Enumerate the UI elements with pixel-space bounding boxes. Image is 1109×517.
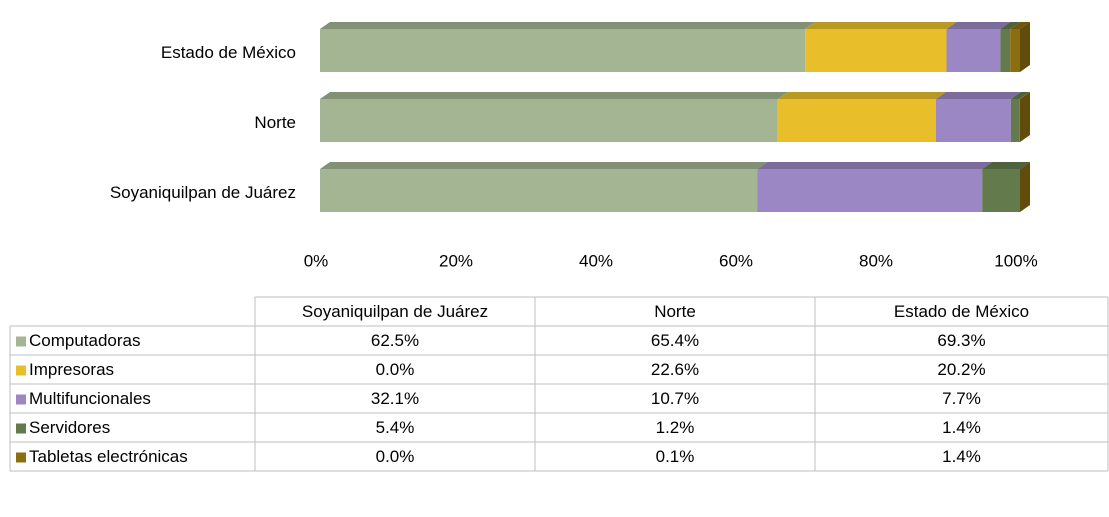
bar-top: [320, 22, 816, 29]
bar-side: [1020, 162, 1030, 212]
table-cell: 69.3%: [937, 331, 985, 350]
table-cell: 0.1%: [656, 447, 695, 466]
table-cell: 1.2%: [656, 418, 695, 437]
bar-segment: [320, 99, 778, 142]
bar-segment: [946, 29, 1001, 72]
bar-segment: [982, 169, 1020, 212]
table-cell: 22.6%: [651, 360, 699, 379]
bar-top: [757, 162, 993, 169]
table-cell: 62.5%: [371, 331, 419, 350]
legend-key: [16, 394, 26, 405]
legend-key: [16, 336, 26, 347]
legend-label: Servidores: [29, 418, 110, 437]
table-cell: 65.4%: [651, 331, 699, 350]
y-tick-label: Estado de México: [161, 43, 296, 62]
bar-segment: [1000, 29, 1011, 72]
table-cell: 5.4%: [376, 418, 415, 437]
bar-top: [320, 92, 788, 99]
bar-side: [1020, 22, 1030, 72]
y-tick-label: Soyaniquilpan de Juárez: [110, 183, 296, 202]
bar-top: [946, 22, 1011, 29]
table-header: Norte: [654, 302, 696, 321]
legend-key: [16, 423, 26, 434]
bar-segment: [777, 99, 936, 142]
table-cell: 10.7%: [651, 389, 699, 408]
legend-label: Impresoras: [29, 360, 114, 379]
x-tick-label: 0%: [304, 251, 329, 270]
table-header: Soyaniquilpan de Juárez: [302, 302, 488, 321]
table-cell: 32.1%: [371, 389, 419, 408]
bar-segment: [320, 169, 758, 212]
bar-top: [936, 92, 1021, 99]
table-cell: 7.7%: [942, 389, 981, 408]
bar-side: [1020, 92, 1030, 142]
bar-segment: [1019, 99, 1020, 142]
bar-top: [1000, 22, 1021, 29]
legend-key: [16, 365, 26, 376]
table-header: Estado de México: [894, 302, 1029, 321]
legend-label: Computadoras: [29, 331, 141, 350]
bar-top: [777, 92, 946, 99]
table-cell: 20.2%: [937, 360, 985, 379]
x-tick-label: 80%: [859, 251, 893, 270]
bar-segment: [1010, 99, 1020, 142]
legend-label: Multifuncionales: [29, 389, 151, 408]
x-tick-label: 100%: [994, 251, 1037, 270]
table-cell: 0.0%: [376, 360, 415, 379]
legend-label: Tabletas electrónicas: [29, 447, 188, 466]
bar-segment: [1010, 29, 1020, 72]
bar-top: [1010, 92, 1030, 99]
x-tick-label: 60%: [719, 251, 753, 270]
legend-key: [16, 452, 26, 463]
table-cell: 1.4%: [942, 447, 981, 466]
table-cell: 1.4%: [942, 418, 981, 437]
y-tick-label: Norte: [254, 113, 296, 132]
bar-top: [805, 22, 957, 29]
table-cell: 0.0%: [376, 447, 415, 466]
bar-segment: [757, 169, 983, 212]
bar-top: [982, 162, 1030, 169]
bar-top: [320, 162, 768, 169]
bar-segment: [805, 29, 947, 72]
bar-segment: [320, 29, 806, 72]
x-tick-label: 40%: [579, 251, 613, 270]
bar-top: [1010, 22, 1030, 29]
bar-top: [1019, 92, 1030, 99]
x-tick-label: 20%: [439, 251, 473, 270]
bar-segment: [936, 99, 1011, 142]
